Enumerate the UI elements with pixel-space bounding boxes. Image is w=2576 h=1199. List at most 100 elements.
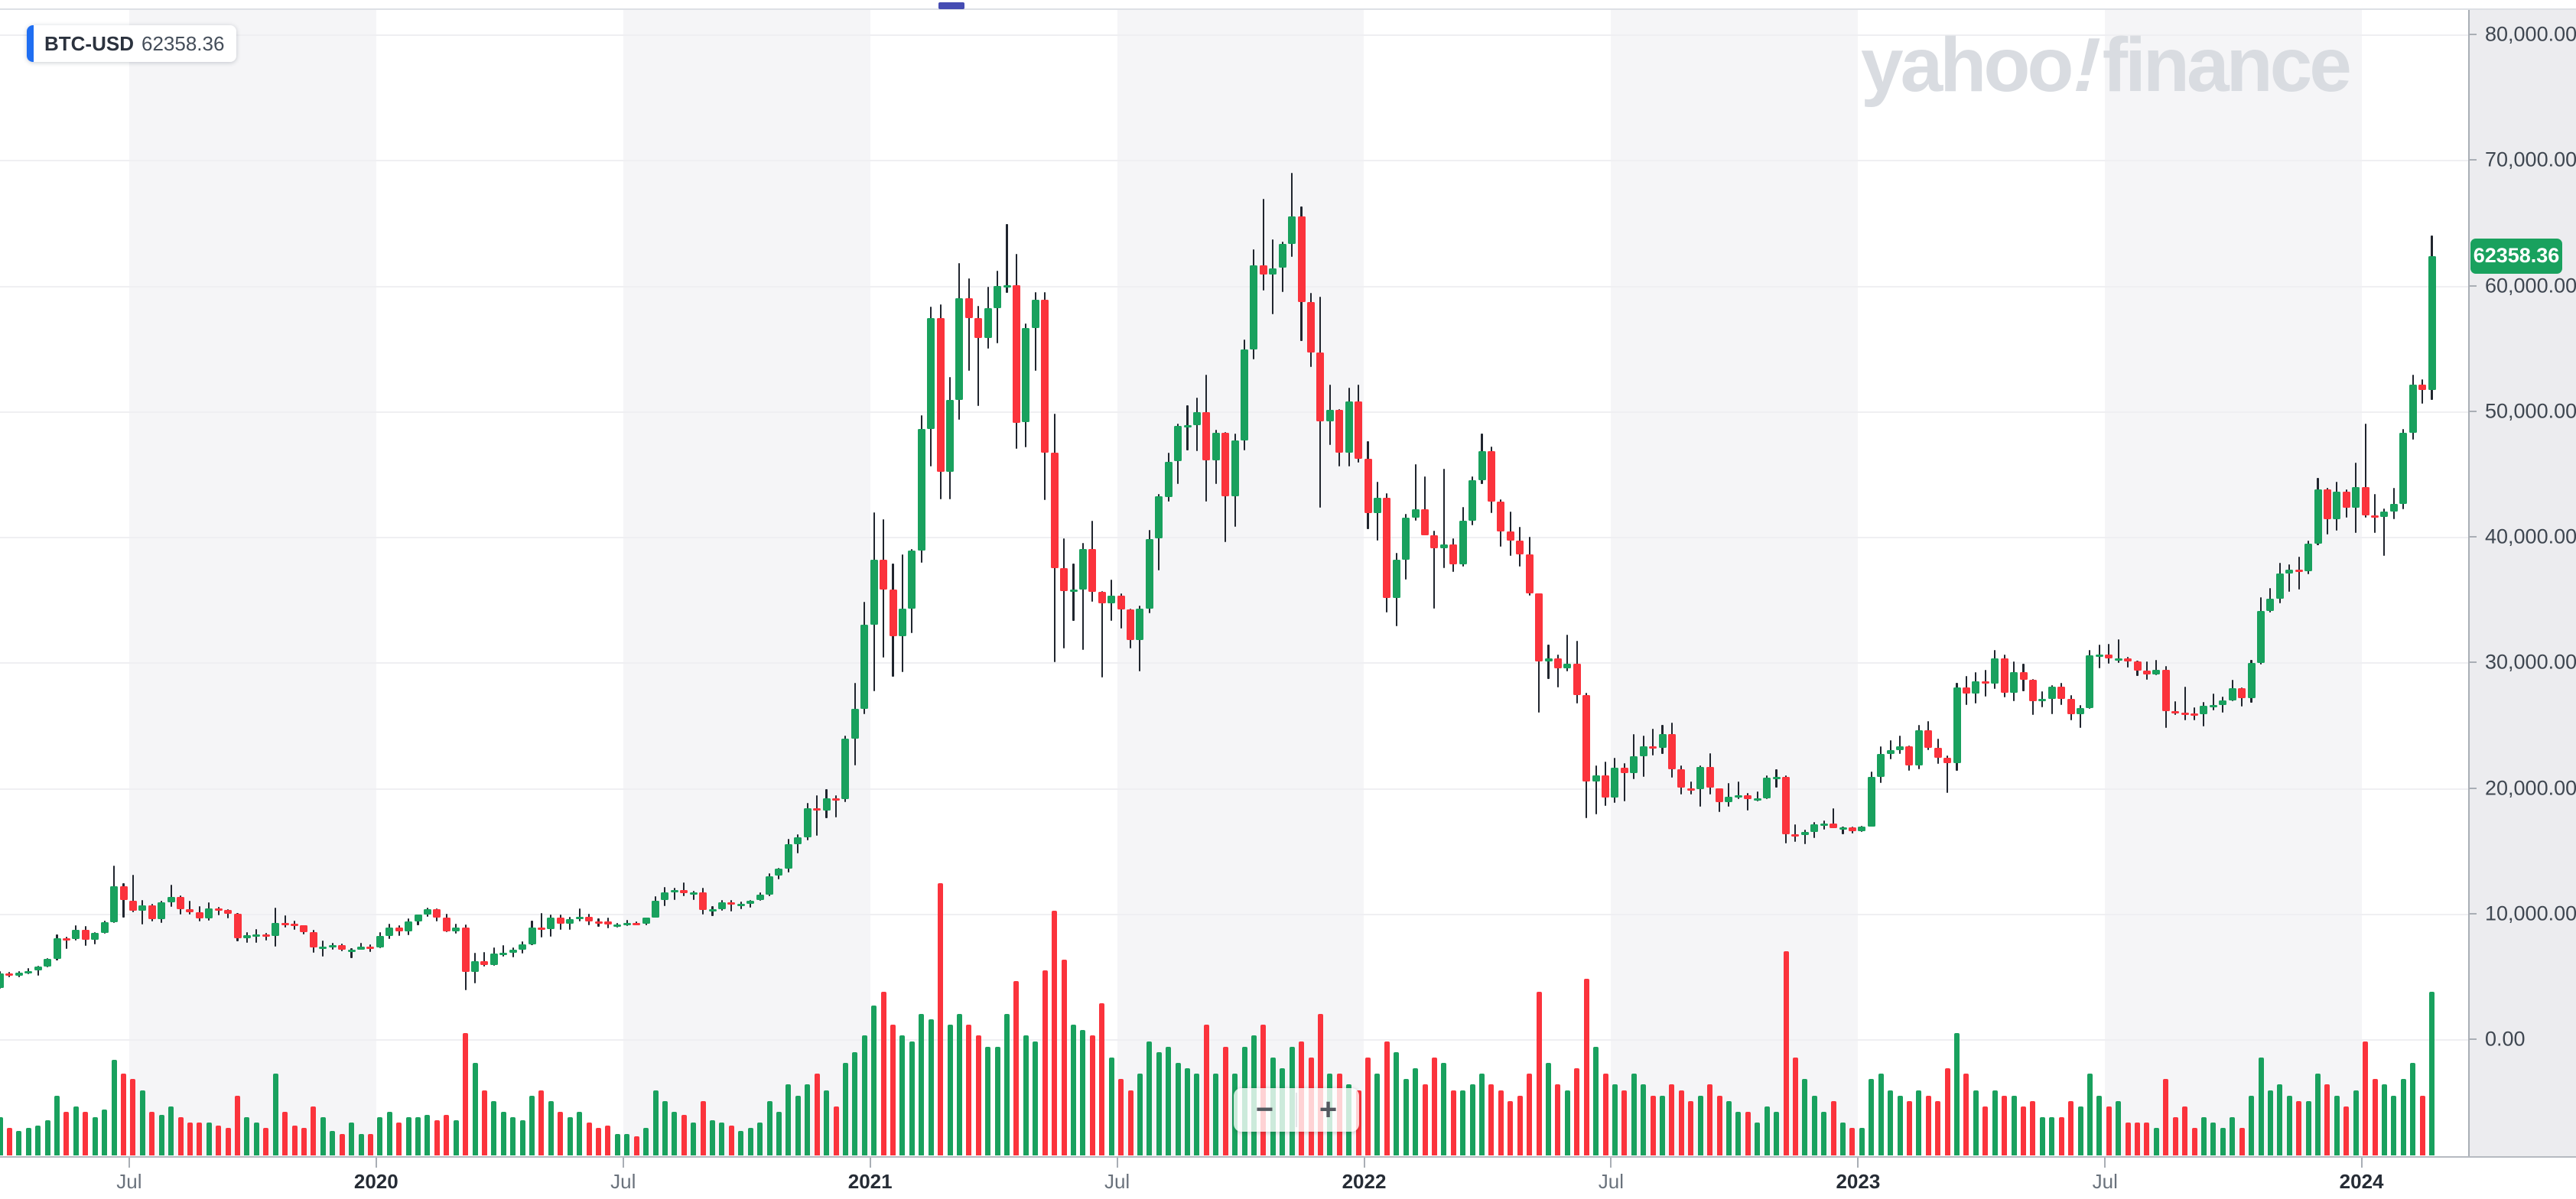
candle-body — [1345, 401, 1353, 453]
price-gridline — [0, 788, 2468, 790]
volume-bar — [1108, 1057, 1114, 1155]
legend-price: 62358.36 — [141, 31, 225, 55]
candle-body — [1250, 265, 1258, 350]
candle-body — [91, 933, 99, 941]
volume-bar — [1992, 1090, 1998, 1155]
candle-wick — [2298, 557, 2300, 590]
price-gridline — [0, 1039, 2468, 1041]
candle-body — [1373, 498, 1381, 513]
candle-wick — [1433, 530, 1436, 609]
candle-body — [414, 915, 422, 921]
volume-bar — [1849, 1128, 1856, 1155]
volume-bar — [1602, 1074, 1608, 1155]
volume-bar — [291, 1125, 298, 1155]
volume-bar — [795, 1095, 801, 1155]
volume-bar — [35, 1125, 41, 1155]
volume-bar — [1916, 1090, 1922, 1155]
volume-bar — [1166, 1046, 1172, 1155]
candle-body — [927, 318, 935, 429]
volume-bar — [899, 1035, 906, 1155]
volume-bar — [253, 1123, 259, 1155]
candle-body — [262, 934, 270, 937]
candle-body — [1022, 328, 1030, 423]
x-axis-tick — [1857, 1158, 1859, 1168]
volume-bar — [1888, 1090, 1894, 1155]
volume-bar — [272, 1074, 278, 1155]
volume-bar — [890, 1025, 896, 1155]
volume-bar — [73, 1106, 79, 1155]
candle-wick — [834, 795, 838, 818]
candle-body — [652, 900, 659, 918]
zoom-in-button[interactable]: + — [1319, 1093, 1338, 1126]
volume-bar — [2286, 1095, 2292, 1155]
candle-wick — [2364, 424, 2366, 518]
date-axis[interactable]: Jul 2020 Jul 2021 Jul 2022 Jul 2023 Jul 2024 — [0, 1158, 2468, 1199]
candle-wick — [1423, 476, 1426, 536]
x-axis-label: Jul — [2092, 1170, 2118, 1193]
candle-body — [1316, 352, 1325, 421]
volume-bar — [1413, 1068, 1419, 1155]
candle-body — [2285, 569, 2294, 574]
volume-bar — [805, 1084, 811, 1155]
volume-bar — [1061, 959, 1067, 1155]
volume-bar — [2343, 1106, 2350, 1155]
volume-bar — [1384, 1041, 1390, 1155]
volume-bar — [1118, 1079, 1124, 1155]
candle-body — [775, 869, 783, 876]
candle-body — [1924, 729, 1933, 748]
background-band — [2105, 10, 2362, 1156]
volume-bar — [1925, 1095, 1931, 1155]
volume-bar — [177, 1117, 184, 1155]
volume-bar — [358, 1133, 364, 1155]
candle-body — [1241, 349, 1248, 440]
volume-bar — [2324, 1084, 2330, 1155]
volume-bar — [510, 1117, 516, 1155]
volume-bar — [158, 1114, 164, 1155]
y-axis-tick — [2470, 912, 2477, 915]
candle-body — [452, 927, 460, 931]
volume-bar — [2021, 1106, 2026, 1155]
volume-bar — [1013, 981, 1020, 1155]
candle-body — [2077, 708, 2084, 714]
candle-body — [1459, 520, 1467, 565]
volume-bar — [719, 1123, 725, 1155]
price-axis[interactable]: 62358.36 80,000.00 70,000.00 60,000.00 50,0… — [2468, 10, 2576, 1156]
candle-body — [1886, 750, 1895, 755]
pane-resize-handle-icon[interactable] — [938, 2, 964, 9]
candle-body — [1553, 658, 1562, 669]
candle-wick — [132, 874, 134, 913]
candle-body — [2219, 700, 2227, 705]
candle-body — [1782, 776, 1790, 835]
volume-bar — [1488, 1084, 1495, 1155]
x-axis-label: 2021 — [847, 1170, 893, 1193]
candle-body — [1810, 824, 1819, 832]
chart-plot-area[interactable]: yahoo!finance — [0, 10, 2468, 1156]
x-axis-label: 2024 — [2339, 1170, 2384, 1193]
zoom-out-button[interactable]: − — [1255, 1093, 1274, 1126]
volume-bar — [1555, 1084, 1561, 1155]
volume-bar — [1745, 1112, 1751, 1155]
candle-body — [1573, 663, 1581, 695]
candle-body — [964, 297, 973, 319]
background-band — [128, 10, 376, 1156]
candle-body — [566, 919, 574, 924]
candle-body — [994, 285, 1002, 309]
candle-wick — [1737, 781, 1739, 800]
volume-bar — [1641, 1084, 1647, 1155]
candle-body — [2209, 705, 2217, 708]
candle-body — [1003, 284, 1011, 288]
volume-bar — [1660, 1095, 1665, 1155]
volume-bar — [139, 1090, 145, 1155]
volume-bar — [605, 1125, 611, 1155]
price-gridline — [0, 411, 2468, 413]
candle-body — [1763, 778, 1771, 798]
candle-wick — [1034, 291, 1036, 372]
candle-wick — [2184, 686, 2186, 720]
volume-bar — [2267, 1090, 2273, 1155]
legend-symbol: BTC-USD — [44, 31, 134, 55]
candle-body — [471, 961, 479, 973]
volume-bar — [928, 1019, 934, 1155]
volume-bar — [558, 1112, 564, 1155]
candle-body — [2333, 491, 2341, 519]
candle-body — [214, 908, 223, 911]
